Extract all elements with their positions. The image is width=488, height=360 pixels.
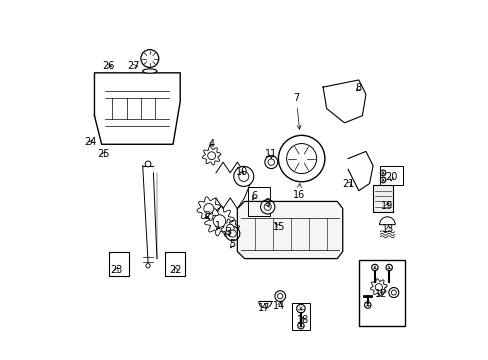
Text: 25: 25 (97, 149, 109, 159)
Circle shape (203, 203, 213, 213)
Text: 16: 16 (292, 184, 305, 200)
Text: 10: 10 (235, 167, 247, 177)
Circle shape (278, 135, 324, 182)
Circle shape (374, 284, 382, 291)
Circle shape (380, 170, 385, 176)
Text: 19: 19 (381, 201, 393, 211)
Text: 5: 5 (229, 239, 235, 249)
Circle shape (277, 293, 283, 299)
Circle shape (229, 230, 236, 237)
Ellipse shape (142, 69, 157, 73)
Text: 3: 3 (225, 227, 231, 237)
Text: 11: 11 (264, 149, 277, 159)
Bar (247, 187, 269, 216)
Circle shape (390, 290, 395, 295)
Circle shape (233, 166, 253, 186)
Circle shape (267, 159, 274, 165)
Circle shape (385, 264, 391, 271)
Text: 21: 21 (342, 179, 354, 189)
Circle shape (264, 156, 277, 168)
Text: 9: 9 (264, 198, 269, 208)
Text: 27: 27 (127, 62, 140, 71)
Text: 13: 13 (382, 224, 394, 234)
Circle shape (207, 152, 215, 159)
Text: 4: 4 (208, 139, 214, 149)
Text: 15: 15 (273, 222, 285, 232)
Bar (372, 185, 392, 212)
Bar (109, 252, 128, 275)
Text: 20: 20 (385, 172, 397, 182)
Polygon shape (237, 202, 342, 258)
Circle shape (286, 144, 316, 174)
Bar (164, 252, 184, 275)
Text: 22: 22 (169, 265, 182, 275)
Bar (380, 166, 403, 185)
Circle shape (145, 264, 150, 268)
Circle shape (226, 224, 234, 232)
Circle shape (388, 288, 398, 297)
Circle shape (296, 304, 305, 313)
Circle shape (225, 226, 240, 241)
Wedge shape (258, 301, 271, 308)
Circle shape (260, 200, 274, 214)
Circle shape (274, 291, 285, 301)
Circle shape (145, 161, 151, 167)
Circle shape (380, 177, 385, 183)
Text: 26: 26 (102, 61, 114, 71)
Text: 23: 23 (110, 265, 122, 275)
Circle shape (264, 203, 271, 210)
Text: 8: 8 (355, 83, 361, 93)
Circle shape (238, 171, 248, 181)
Circle shape (364, 302, 370, 308)
Text: 6: 6 (250, 191, 257, 201)
Circle shape (141, 50, 159, 67)
Text: 18: 18 (297, 315, 309, 325)
Text: 14: 14 (273, 301, 285, 311)
Circle shape (297, 323, 304, 329)
Wedge shape (379, 217, 394, 225)
Circle shape (213, 215, 225, 227)
Text: 12: 12 (374, 289, 386, 298)
Circle shape (371, 264, 377, 271)
Text: 1: 1 (214, 221, 220, 231)
Bar (292, 303, 309, 330)
Text: 2: 2 (203, 211, 210, 221)
Text: 7: 7 (293, 93, 301, 129)
Text: 17: 17 (258, 303, 270, 313)
Text: 24: 24 (84, 138, 96, 148)
